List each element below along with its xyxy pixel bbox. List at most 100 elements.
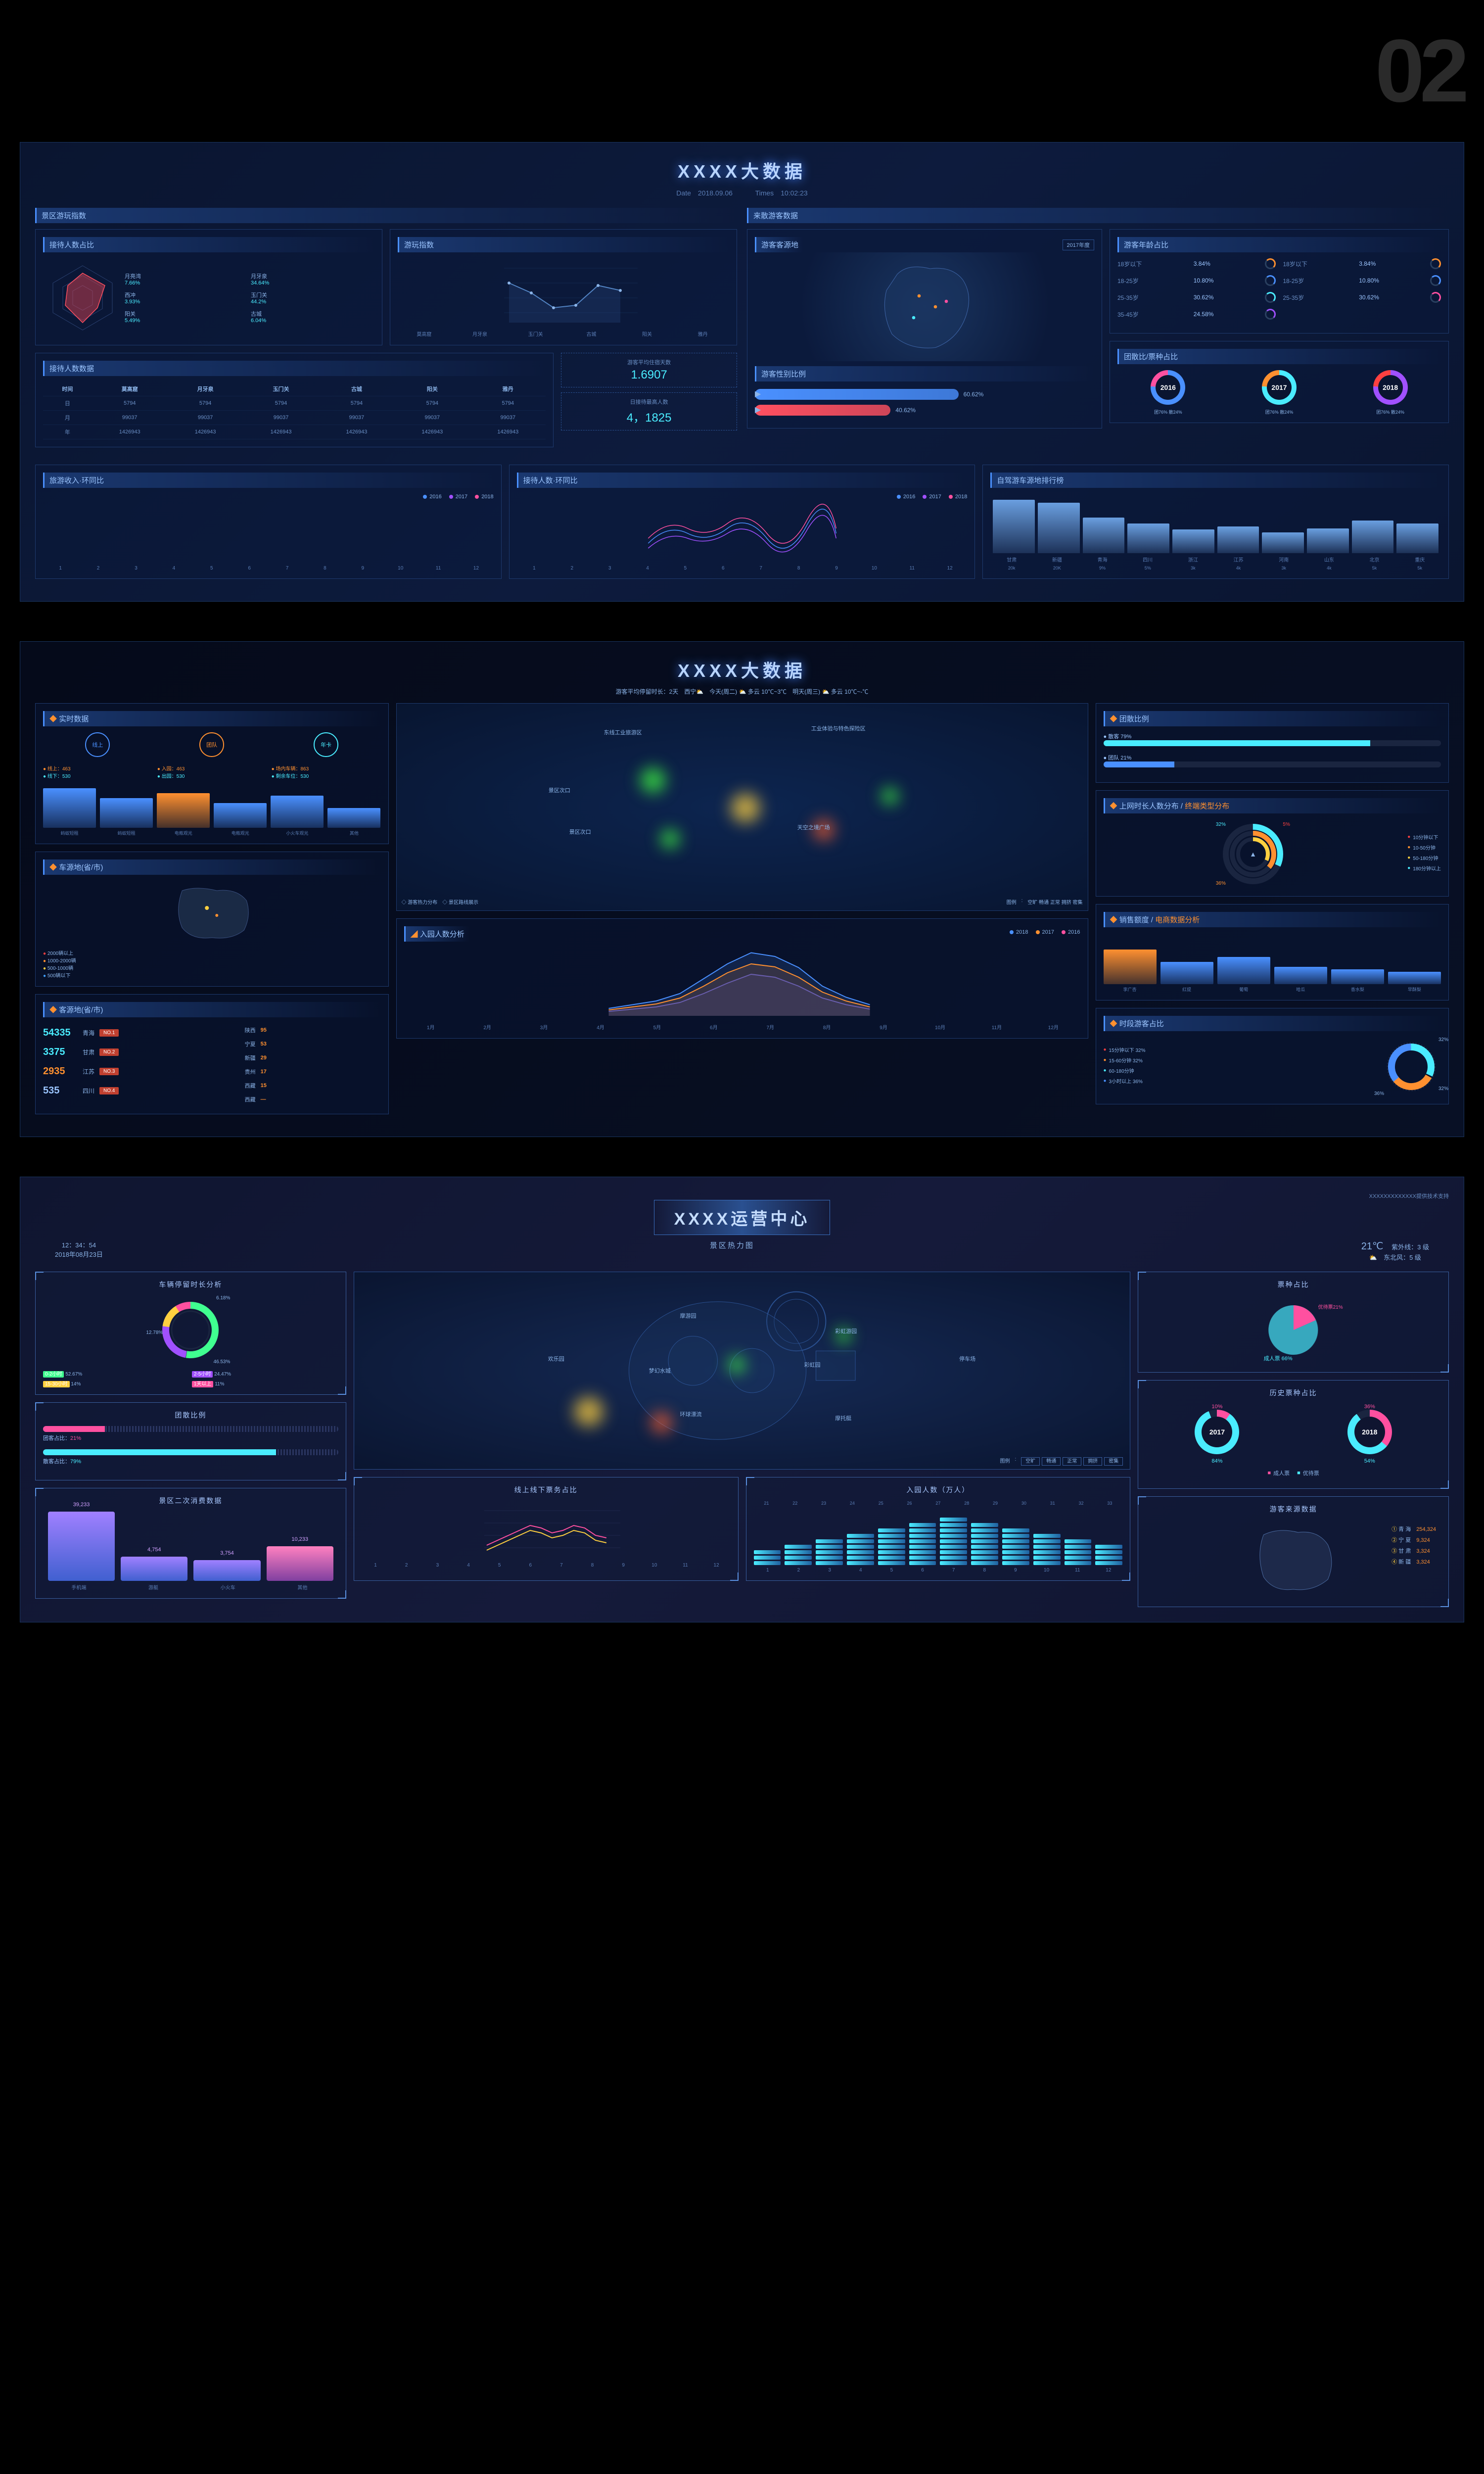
province-map [43,881,381,945]
region-label: 停车场 [959,1355,975,1363]
axis-label: 12月 [1026,1023,1080,1031]
axis-label: 9 [609,1563,638,1568]
section-title: 来散游客数据 [747,208,1449,223]
panel-title: 游玩指数 [398,237,729,252]
gradient-bar: 3,754 [193,1560,260,1581]
legend-item[interactable]: 空旷 [1021,1457,1040,1466]
legend-item: ● 15分钟以下 32% [1104,1046,1375,1053]
axis-label: 4月 [574,1023,627,1031]
region-label: 工业体验与特色探险区 [811,724,866,732]
dashboard-2: XXXX大数据 游客平均停留时长：2天 西宁⛅ 今天(周二) ⛅ 多云 10℃~… [20,641,1464,1137]
rank-row: ① 青 海 254,324 [1391,1525,1436,1533]
rank-row: ④ 新 疆 3,324 [1391,1558,1436,1566]
panel-title: ◆ 销售额度 / 电商数据分析 [1104,912,1441,927]
panel-title: ◆ 团散比例 [1104,711,1441,726]
radar-label: 玉门关44.2% [248,288,374,307]
panel-title: 游客性别比例 [755,366,1094,381]
legend-item: ● 15-60分钟 32% [1104,1056,1375,1064]
rank-row: 宁夏53 [245,1037,381,1051]
legend-item[interactable]: 正常 [1063,1457,1081,1466]
radial-chart: 32% 32% 36% [1382,1037,1441,1096]
donut-chart: 6.18% 12.78% 46.53% [156,1295,225,1365]
bar: 李广杏 [1104,950,1157,993]
line-chart [398,258,729,328]
legend-item[interactable]: 密集 [1104,1457,1123,1466]
panel-title: 游客客源地 [755,237,803,252]
region-label: 彩虹园 [804,1361,820,1369]
heatmap-legend: 图例: 空旷 畅通 正常 拥挤 密集 [1007,898,1083,905]
progress-bar: 散客占比：79% [43,1449,338,1465]
realtime-circle: 线上 [85,732,110,757]
table-row: 日579457945794579457945794 [43,396,546,411]
radar-chart [43,258,122,337]
bar: 红提 [1160,962,1213,993]
region-label: 景区次口 [549,786,570,794]
axis-label: 11 [671,1563,699,1568]
panel-title: 车辆停留时长分析 [43,1280,338,1289]
panel-title: 游客年龄占比 [1117,237,1441,252]
axis-label: 26 [897,1501,923,1506]
panel-title: 历史票种占比 [1146,1388,1441,1398]
radar-label: 西冲3.93% [122,288,248,307]
region-label: 梦幻水城 [649,1367,671,1375]
region-label: 彩虹游园 [835,1327,857,1335]
legend-item: 密集 [1073,900,1083,905]
year-donut: 2016团76% 散24% [1151,370,1185,415]
radar-label: 月亮湾7.66% [122,270,248,288]
axis-label: 玉门关 [509,330,562,337]
axis-label: 21 [754,1501,780,1506]
radar-label: 阳关5.49% [122,307,248,326]
rank-row: 535四川NO.4 [43,1081,237,1100]
legend-item: 2-5小时 24.47% [192,1370,338,1377]
legend-item[interactable]: 拥挤 [1083,1457,1102,1466]
region-label: 景区次口 [569,828,591,836]
gender-bar: ▶40.62% [755,405,1094,416]
legend-item: ● 180分钟以上 [1407,864,1441,872]
pixel-column [940,1518,967,1565]
panel-title: 旅游收入·环同比 [43,473,494,488]
line-chart [362,1501,731,1560]
legend-item: 15-30小时 14% [43,1380,189,1387]
heatmap-main[interactable]: 图例: 空旷畅通正常拥挤密集 摩游园彩虹游园欢乐园梦幻水城彩虹园停车场环球漂流摩… [354,1272,1131,1470]
axis-label: 5 [485,1563,513,1568]
bar: 早酥梨 [1388,972,1441,993]
axis-label: 1月 [404,1023,458,1031]
rank-row: 西藏— [245,1093,381,1106]
axis-label: 3月 [517,1023,570,1031]
year-dropdown[interactable]: 2017年度 [1063,239,1094,250]
progress-bar: ● 团队 21% [1104,754,1441,767]
rank-row: 2935江苏NO.3 [43,1062,237,1081]
bar: 葡萄 [1217,957,1270,993]
table-header: 莫高窟 [92,382,168,396]
legend-item: ● 10分钟以下 [1407,833,1441,841]
legend-item: 2018 [1010,929,1028,935]
pixel-bar-chart [754,1506,1123,1565]
legend-item: ■ 优待票 [1297,1469,1319,1477]
bar: 香水梨 [1331,969,1384,993]
axis-label: 9 [1002,1568,1030,1573]
axis-label: 22 [782,1501,808,1506]
axis-label: 25 [868,1501,894,1506]
year-donut: 36% 2018 54% [1347,1404,1392,1464]
legend-item[interactable]: 畅通 [1042,1457,1061,1466]
heatmap-main[interactable]: 图例: 空旷 畅通 正常 拥挤 密集 ◇ 游客热力分布 ◇ 景区路线展示 东线工… [396,703,1088,911]
legend-item: 2016 [423,494,441,500]
axis-label: 8月 [800,1023,853,1031]
legend-item: ● 10-50分钟 [1407,844,1441,851]
legend-item: ■ 成人票 [1267,1469,1290,1477]
panel-title: 游客来源数据 [1146,1504,1441,1514]
axis-label: 4 [455,1563,483,1568]
axis-label: 5月 [630,1023,684,1031]
rank-row: ③ 甘 肃 3,324 [1391,1547,1436,1555]
bar: 蚂蚁短租 [100,798,153,836]
dashboard-title: XXXX大数据 [35,157,1449,183]
dashboard-1: XXXX大数据 Date 2018.09.06 Times 10:02:23 景… [20,142,1464,602]
pixel-column [1002,1528,1029,1565]
year-donut: 2018团76% 散24% [1373,370,1408,415]
legend-item: ● 60-180分钟 [1104,1067,1375,1074]
axis-label: 8 [971,1568,999,1573]
stat-pair: ● 入园：463● 出园：530 [157,764,267,779]
axis-label: 10月 [913,1023,967,1031]
dashboard-datetime: Date 2018.09.06 Times 10:02:23 [35,188,1449,198]
axis-label: 莫高窟 [398,330,451,337]
